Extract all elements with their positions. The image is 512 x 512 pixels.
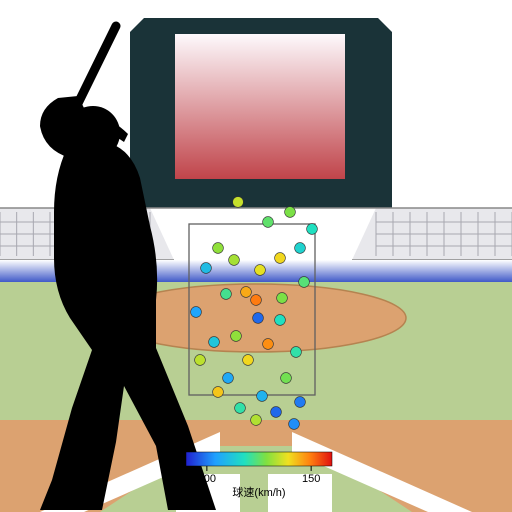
pitch-marker bbox=[291, 347, 302, 358]
pitch-marker bbox=[231, 331, 242, 342]
pitch-marker bbox=[229, 255, 240, 266]
pitch-marker bbox=[263, 217, 274, 228]
pitch-marker bbox=[241, 287, 252, 298]
pitch-marker bbox=[295, 243, 306, 254]
pitch-marker bbox=[281, 373, 292, 384]
pitch-marker bbox=[243, 355, 254, 366]
pitch-marker bbox=[275, 253, 286, 264]
pitch-location-chart: 100 150 球速(km/h) bbox=[0, 0, 512, 512]
pitch-marker bbox=[263, 339, 274, 350]
pitch-marker bbox=[251, 295, 262, 306]
pitch-marker bbox=[307, 224, 318, 235]
pitch-marker bbox=[235, 403, 246, 414]
pitch-marker bbox=[289, 419, 300, 430]
pitch-marker bbox=[233, 197, 244, 208]
pitch-marker bbox=[275, 315, 286, 326]
pitch-marker bbox=[221, 289, 232, 300]
pitch-marker bbox=[271, 407, 282, 418]
legend-tick-label: 150 bbox=[302, 473, 320, 485]
scoreboard-screen bbox=[175, 34, 345, 179]
pitch-marker bbox=[213, 243, 224, 254]
legend-tick-label: 100 bbox=[198, 473, 216, 485]
pitch-marker bbox=[257, 391, 268, 402]
pitch-marker bbox=[255, 265, 266, 276]
pitch-marker bbox=[285, 207, 296, 218]
color-legend-bar bbox=[186, 452, 332, 466]
pitch-marker bbox=[191, 307, 202, 318]
pitch-marker bbox=[277, 293, 288, 304]
pitch-marker bbox=[251, 415, 262, 426]
legend-axis-label: 球速(km/h) bbox=[232, 485, 285, 499]
pitch-marker bbox=[201, 263, 212, 274]
pitch-marker bbox=[209, 337, 220, 348]
pitch-marker bbox=[295, 397, 306, 408]
pitch-marker bbox=[213, 387, 224, 398]
pitch-marker bbox=[223, 373, 234, 384]
pitch-marker bbox=[253, 313, 264, 324]
pitch-marker bbox=[195, 355, 206, 366]
pitch-marker bbox=[299, 277, 310, 288]
